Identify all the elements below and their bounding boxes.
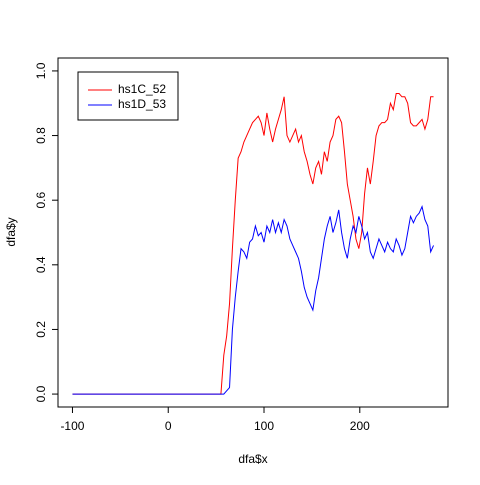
y-tick-label: 0.6 (34, 192, 48, 209)
x-tick-label: 0 (165, 419, 172, 433)
series-line (72, 205, 434, 395)
x-tick-label: 200 (350, 419, 370, 433)
y-tick-label: 0.4 (34, 256, 48, 273)
legend-label: hs1D_53 (118, 97, 166, 111)
legend-box (77, 71, 179, 121)
y-tick-label: 1.0 (34, 62, 48, 79)
x-axis-label: dfa$x (238, 452, 267, 466)
y-tick-label: 0.2 (34, 321, 48, 338)
y-tick-label: 0.0 (34, 385, 48, 402)
plot-frame (57, 57, 449, 408)
x-tick-label: -100 (60, 419, 84, 433)
x-tick-label: 100 (254, 419, 274, 433)
legend-label: hs1C_52 (118, 82, 166, 96)
y-tick-label: 0.8 (34, 127, 48, 144)
series-line (72, 93, 434, 395)
y-axis-label: dfa$y (4, 217, 18, 246)
